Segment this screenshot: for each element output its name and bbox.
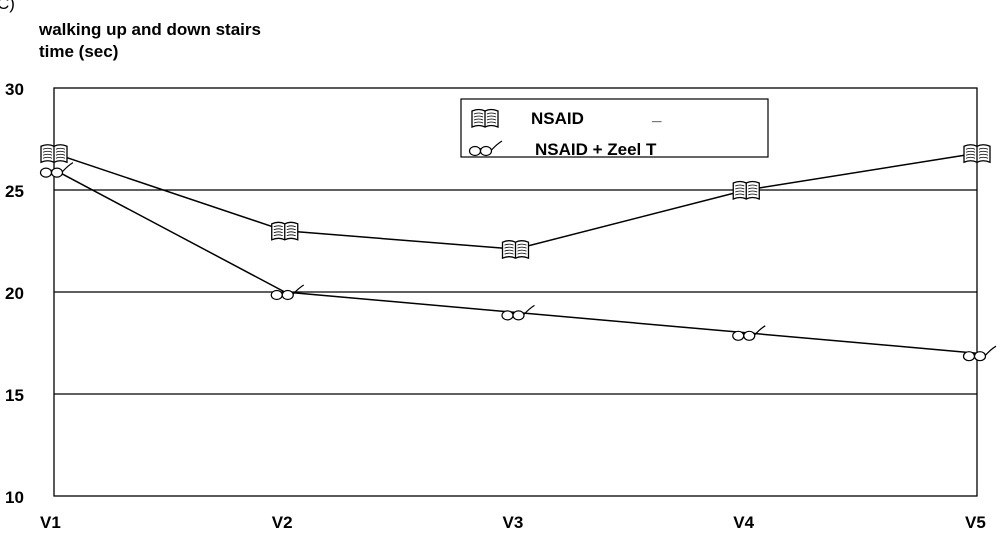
glasses-icon — [39, 162, 74, 178]
y-tick-label: 30 — [5, 80, 24, 99]
x-tick-label: V2 — [272, 513, 293, 532]
glasses-icon — [732, 325, 766, 341]
book-icon — [963, 144, 991, 163]
series-markers — [39, 144, 997, 362]
y-tick-label: 20 — [5, 284, 24, 303]
x-tick-label: V4 — [733, 513, 754, 532]
chart-title: walking up and down stairs — [38, 20, 261, 39]
gridlines — [54, 189, 977, 395]
book-icon — [271, 221, 299, 241]
y-tick-label: 15 — [5, 386, 24, 405]
book-icon — [732, 180, 760, 200]
series-line-nsaid-zeel — [53, 168, 978, 354]
x-tick-labels: V1 V2 V3 V4 V5 — [40, 513, 986, 532]
legend-box — [460, 98, 769, 158]
y-tick-label: 10 — [5, 488, 24, 507]
series-line-nsaid — [53, 152, 978, 250]
plot-area — [53, 87, 978, 497]
book-icon — [40, 144, 68, 163]
glasses-icon — [501, 304, 536, 321]
x-tick-label: V1 — [40, 513, 61, 532]
glasses-icon — [962, 345, 997, 362]
y-tick-labels: 10 15 20 25 30 — [5, 80, 24, 507]
panel-label: C) — [0, 0, 15, 13]
legend: NSAID _ NSAID + Zeel T — [460, 98, 769, 159]
x-tick-label: V3 — [503, 513, 524, 532]
legend-dash: _ — [651, 105, 662, 124]
legend-book-icon — [471, 108, 499, 128]
book-icon — [501, 240, 530, 259]
legend-label-nsaid: NSAID — [531, 109, 584, 128]
y-tick-label: 25 — [5, 182, 24, 201]
x-tick-label: V5 — [965, 513, 986, 532]
legend-label-nsaid-zeel: NSAID + Zeel T — [535, 140, 657, 159]
y-axis-label: time (sec) — [39, 42, 118, 61]
